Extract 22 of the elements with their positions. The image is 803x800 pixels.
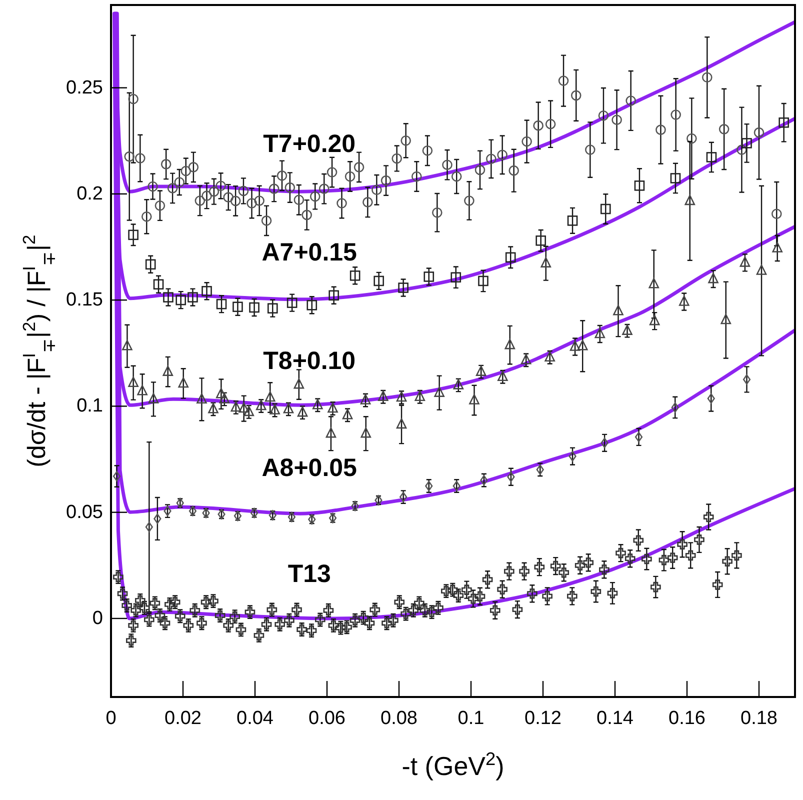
- x-tick-label: 0.02: [164, 708, 202, 729]
- x-tick-label: 0.04: [236, 708, 274, 729]
- x-tick-label: 0.1: [458, 708, 484, 729]
- series-label: T8+0.10: [263, 346, 356, 375]
- x-tick-label: 0.16: [668, 708, 706, 729]
- series-label: T13: [288, 560, 331, 588]
- x-tick-label: 0.12: [524, 708, 562, 729]
- series-label: A8+0.05: [262, 454, 358, 482]
- y-tick-label: 0.2: [76, 183, 103, 204]
- y-tick-label: 0.25: [66, 77, 103, 98]
- y-tick-label: 0.05: [66, 502, 103, 523]
- series-label: T7+0.20: [263, 130, 356, 158]
- x-tick-label: 0.08: [380, 708, 418, 729]
- y-tick-label: 0.15: [66, 290, 103, 311]
- y-tick-label: 0.1: [76, 396, 103, 417]
- y-tick-label: 0: [92, 608, 103, 629]
- x-tick-label: 0: [106, 708, 116, 729]
- x-tick-label: 0.06: [308, 708, 346, 729]
- x-tick-label: 0.14: [596, 708, 634, 729]
- x-axis-title: -t (GeV$^{2}$): [402, 749, 504, 781]
- series-label: A7+0.15: [262, 238, 358, 266]
- x-tick-label: 0.18: [740, 708, 778, 729]
